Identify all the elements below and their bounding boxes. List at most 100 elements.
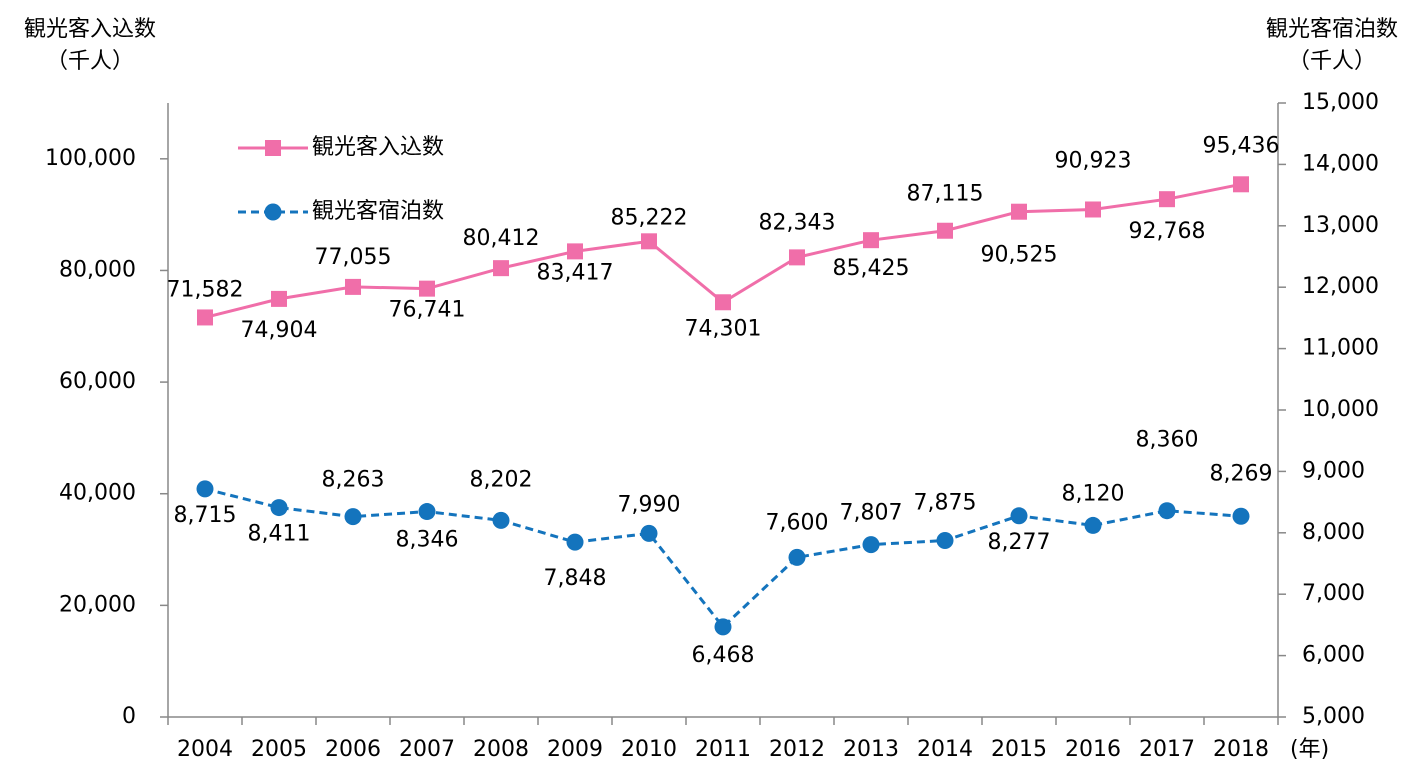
y-tick-label: 40,000 <box>59 481 136 506</box>
y-tick-label: 0 <box>122 704 136 729</box>
data-label: 8,346 <box>396 528 459 553</box>
data-label: 92,768 <box>1129 219 1206 244</box>
point <box>567 243 583 260</box>
x-tick-label: 2005 <box>251 737 307 762</box>
data-label: 83,417 <box>537 260 614 285</box>
point <box>1085 201 1101 218</box>
data-label: 90,525 <box>981 243 1058 268</box>
data-label: 6,468 <box>692 643 755 668</box>
x-axis-unit: (年) <box>1290 737 1329 762</box>
y-tick-label: 60,000 <box>59 369 136 394</box>
point <box>493 260 509 277</box>
x-tick-label: 2017 <box>1139 737 1195 762</box>
point <box>788 548 806 566</box>
data-label: 87,115 <box>907 182 984 207</box>
point <box>714 618 732 636</box>
data-label: 71,582 <box>167 277 244 302</box>
y2-tick-label: 15,000 <box>1302 90 1379 115</box>
data-label: 90,923 <box>1055 148 1132 173</box>
point <box>862 536 880 554</box>
data-label: 8,411 <box>248 522 311 547</box>
point <box>419 280 435 297</box>
point <box>196 480 214 498</box>
point <box>715 294 731 311</box>
data-label: 80,412 <box>463 226 540 251</box>
data-label: 77,055 <box>315 245 392 270</box>
y-tick-label: 20,000 <box>59 592 136 617</box>
data-label: 85,425 <box>833 256 910 281</box>
point <box>640 524 658 542</box>
data-label: 74,301 <box>685 316 762 341</box>
data-label: 95,436 <box>1203 133 1280 158</box>
x-tick-label: 2014 <box>917 737 973 762</box>
y2-axis-unit: （千人） <box>1288 49 1376 74</box>
y2-tick-label: 11,000 <box>1302 336 1379 361</box>
point <box>863 232 879 249</box>
y2-tick-label: 10,000 <box>1302 397 1379 422</box>
y2-tick-label: 6,000 <box>1302 643 1365 668</box>
y-axis-unit: （千人） <box>46 49 134 74</box>
point <box>641 233 657 250</box>
point <box>345 278 361 295</box>
y2-tick-label: 12,000 <box>1302 274 1379 299</box>
data-label: 8,715 <box>174 503 237 528</box>
point <box>344 508 362 526</box>
data-label: 74,904 <box>241 318 318 343</box>
point <box>566 533 584 551</box>
y2-tick-label: 14,000 <box>1302 151 1379 176</box>
data-label: 82,343 <box>759 210 836 235</box>
point <box>492 511 510 529</box>
point <box>1233 176 1249 193</box>
x-tick-label: 2010 <box>621 737 677 762</box>
data-label: 76,741 <box>389 298 466 323</box>
x-tick-label: 2008 <box>473 737 529 762</box>
x-tick-label: 2018 <box>1213 737 1269 762</box>
data-label: 8,269 <box>1210 461 1273 486</box>
legend-marker <box>265 140 281 156</box>
data-label: 7,875 <box>914 490 977 515</box>
data-label: 7,807 <box>840 501 903 526</box>
point <box>1158 502 1176 520</box>
y2-tick-label: 8,000 <box>1302 520 1365 545</box>
point <box>1084 516 1102 534</box>
y2-tick-label: 7,000 <box>1302 581 1365 606</box>
point <box>271 290 287 307</box>
data-label: 8,277 <box>988 530 1051 555</box>
legend-marker <box>264 203 282 221</box>
x-tick-label: 2015 <box>991 737 1047 762</box>
series-line <box>204 487 1242 630</box>
y2-tick-label: 9,000 <box>1302 458 1365 483</box>
legend-label: 観光客入込数 <box>312 135 444 160</box>
legend-label: 観光客宿泊数 <box>312 199 444 224</box>
data-label: 7,990 <box>618 492 681 517</box>
y2-tick-label: 5,000 <box>1302 704 1365 729</box>
point <box>936 531 954 549</box>
x-tick-label: 2013 <box>843 737 899 762</box>
x-tick-label: 2006 <box>325 737 381 762</box>
point <box>197 309 213 326</box>
x-tick-label: 2016 <box>1065 737 1121 762</box>
y2-axis-label: 観光客宿泊数 <box>1266 17 1398 42</box>
point <box>937 222 953 239</box>
x-tick-label: 2007 <box>399 737 455 762</box>
data-label: 7,600 <box>766 510 829 535</box>
point <box>1232 507 1250 525</box>
data-label: 8,202 <box>470 467 533 492</box>
point <box>1159 191 1175 208</box>
y-tick-label: 100,000 <box>45 146 136 171</box>
point <box>1011 203 1027 220</box>
data-label: 8,120 <box>1062 481 1125 506</box>
point <box>270 499 288 517</box>
point <box>789 249 805 266</box>
x-tick-label: 2004 <box>177 737 233 762</box>
y-tick-label: 80,000 <box>59 257 136 282</box>
data-label: 8,263 <box>322 468 385 493</box>
data-label: 8,360 <box>1136 428 1199 453</box>
point <box>418 503 436 521</box>
y-axis-label: 観光客入込数 <box>24 17 156 42</box>
x-tick-label: 2011 <box>695 737 751 762</box>
x-tick-label: 2009 <box>547 737 603 762</box>
data-label: 85,222 <box>611 205 688 230</box>
data-label: 7,848 <box>544 566 607 591</box>
